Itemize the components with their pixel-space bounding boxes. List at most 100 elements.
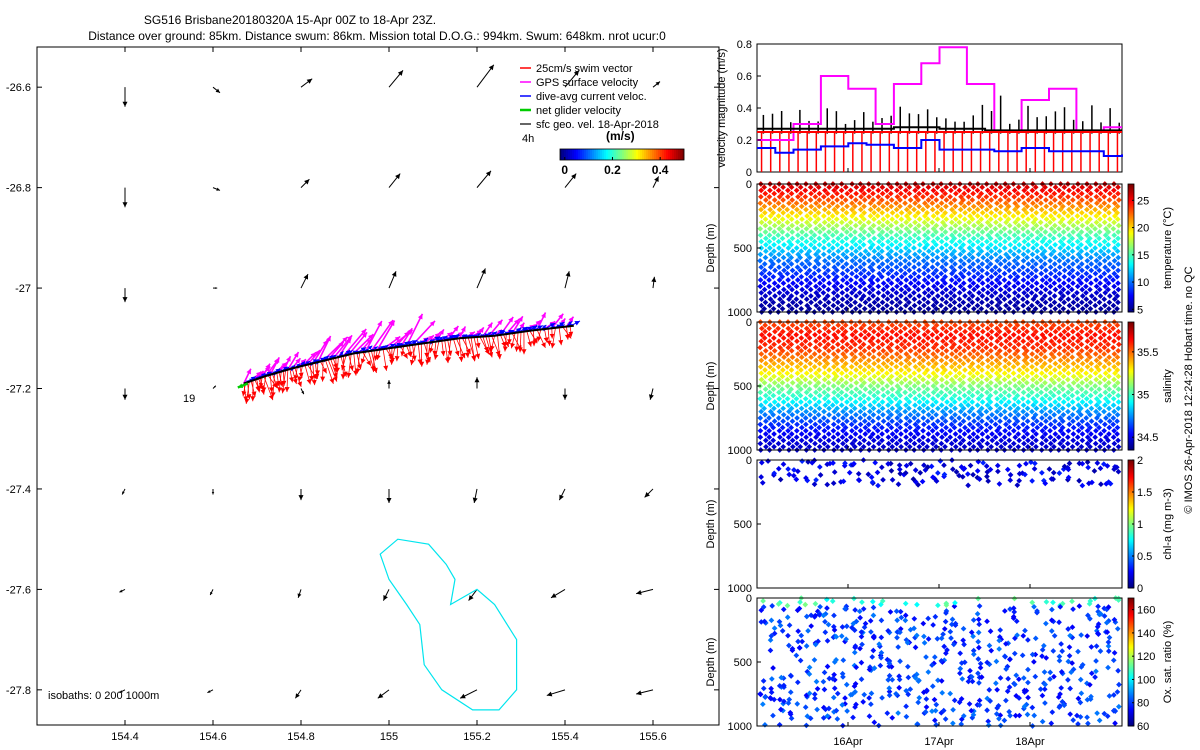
swim-vector [558,327,564,346]
salinity-sample [916,405,923,412]
salinity-sample [784,376,791,383]
temperature-sample [916,299,923,306]
salinity-sample [829,402,836,409]
chla-colorbar-tick-label: 1 [1137,519,1143,531]
salinity-sample [867,376,873,383]
salinity-sample [920,440,926,447]
swim-vector [250,380,256,402]
temperature-sample [826,241,832,248]
salinity-sample [784,395,791,402]
salinity-sample [916,354,923,361]
temperature-sample [1020,296,1026,303]
temperature-sample [1115,190,1121,197]
swim-vector [432,341,438,356]
salinity-sample [880,443,887,450]
salinity-sample [1034,360,1040,367]
temperature-sample [998,229,1004,235]
temperature-sample [844,280,850,287]
salinity-sample [939,421,945,428]
temperature-sample [907,273,914,280]
salinity-sample [789,354,796,361]
temperature-sample [989,184,995,191]
temperature-sample [1038,206,1045,213]
temperature-sample [979,209,986,216]
swim-vector-head [489,345,495,351]
salinity-sample [1056,344,1063,351]
salinity-sample [825,328,832,335]
temperature-sample [780,293,787,299]
temperature-sample [1010,264,1017,271]
swim-vector-head [251,391,257,397]
temperature-sample [879,190,886,197]
salinity-sample [987,424,994,431]
salinity-sample [969,399,976,405]
current-vector-head [423,338,429,343]
temperature-sample [1105,248,1112,255]
temperature-sample [1010,213,1017,219]
temperature-sample [833,222,840,229]
salinity-sample [1111,376,1117,383]
salinity-sample [897,322,904,329]
gps-vector-head [487,322,493,329]
salinity-sample [1055,408,1062,415]
swim-vector-head [273,382,279,389]
temperature-sample [1024,267,1031,274]
salinity-sample [983,408,990,415]
salinity-sample [831,389,838,396]
salinity-sample [807,341,813,348]
temperature-sample [893,270,900,277]
chla-sample [1016,462,1023,469]
map-x-tick-label: 155.2 [463,731,491,743]
temperature-sample [1065,225,1071,232]
salinity-sample [820,383,827,389]
geo-vector-head [298,495,304,501]
salinity-sample [1083,415,1090,421]
temperature-sample [1006,190,1013,197]
salinity-sample [815,322,822,329]
salinity-sample [983,427,990,434]
temperature-sample [857,302,863,309]
swim-vector-head [464,352,470,358]
swim-vector-head [320,376,326,382]
salinity-sample [838,402,845,409]
geo-vector [652,81,661,88]
geostrophic-vectors [119,64,661,699]
salinity-sample [798,405,805,412]
salinity-sample [780,405,787,412]
salinity-sample [1029,357,1035,364]
temperature-sample [983,213,990,219]
temperature-sample [916,293,922,299]
salinity-sample [1105,347,1111,354]
salinity-sample [889,328,896,335]
salinity-sample [970,443,977,450]
salinity-sample [1056,351,1063,357]
temperature-sample [957,213,963,219]
salinity-sample [1047,370,1054,377]
salinity-sample [1056,395,1063,402]
geo-vector-head [460,693,466,699]
chla-ylabel: Depth (m) [705,500,717,549]
geo-vector [388,173,401,188]
salinity-sample [794,421,800,428]
gps-vector [400,327,413,348]
salinity-sample [1057,370,1063,377]
temperature-sample [1002,264,1009,271]
salinity-sample [947,408,954,415]
salinity-sample [1064,440,1071,447]
temperature-sample [1051,261,1058,267]
salinity-sample [875,434,881,441]
geo-vector-head [571,173,577,180]
salinity-sample [939,344,946,351]
temperature-sample [857,264,864,271]
swim-vector-head [297,381,302,387]
temperature-sample [1070,229,1076,235]
speed-colorbar-swatch [590,149,593,160]
salinity-sample [939,376,945,383]
salinity-sample [1083,376,1090,383]
salinity-sample [938,357,945,364]
chla-sample [765,458,771,464]
salinity-sample [835,411,842,418]
temperature-sample [957,206,964,213]
chla-sample [758,474,764,480]
swim-vector-head [309,375,315,381]
